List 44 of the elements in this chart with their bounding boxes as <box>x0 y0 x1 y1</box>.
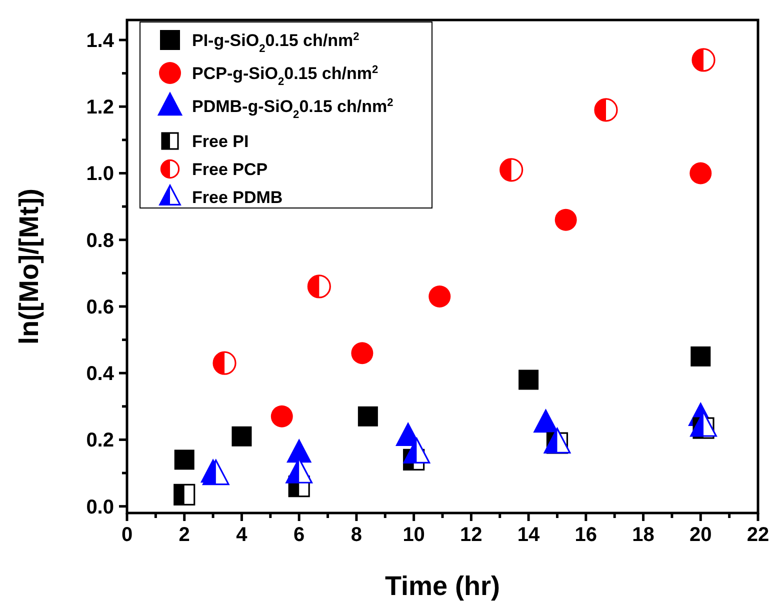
point <box>351 342 374 364</box>
y-tick-label: 1.0 <box>86 163 114 186</box>
x-tick-label: 8 <box>350 524 362 546</box>
y-tick-label: 0.4 <box>86 363 115 386</box>
x-tick-label: 16 <box>574 524 598 546</box>
point <box>358 406 378 426</box>
x-axis-title: Time (hr) <box>384 571 500 601</box>
x-tick-label: 12 <box>460 524 482 546</box>
point <box>307 274 331 298</box>
legend-label: Free PI <box>192 132 249 151</box>
y-tick-label: 1.2 <box>86 96 114 119</box>
point <box>174 450 194 470</box>
x-tick-label: 14 <box>517 524 541 546</box>
x-tick-label: 22 <box>746 524 770 546</box>
legend-label: PI-g-SiO$_{2}$0.15 ch/nm$^{2}$ <box>192 31 360 55</box>
legend-label: Free PCP <box>192 160 268 179</box>
x-tick-label: 4 <box>236 524 248 546</box>
y-tick-label: 0.6 <box>86 296 114 318</box>
x-tick-label: 0 <box>121 524 133 546</box>
y-tick-label: 0.2 <box>86 430 114 452</box>
legend-label: PCP-g-SiO$_{2}$0.15 ch/nm$^{2}$ <box>192 64 378 88</box>
y-tick-label: 1.4 <box>86 30 115 52</box>
y-tick-label: 0.8 <box>86 230 114 252</box>
point <box>174 484 196 506</box>
x-tick-label: 18 <box>632 524 654 546</box>
point <box>518 370 539 390</box>
point <box>270 405 293 428</box>
legend-label: Free PDMB <box>192 188 283 207</box>
point <box>594 98 618 122</box>
point <box>690 162 712 184</box>
point <box>232 426 252 446</box>
point <box>692 48 716 72</box>
point <box>500 158 524 182</box>
point <box>212 351 236 375</box>
y-axis-title: ln([Mo]/[Mt]) <box>14 188 44 344</box>
x-tick-label: 20 <box>690 524 712 546</box>
point <box>554 208 577 231</box>
y-tick-label: 0.0 <box>86 496 114 518</box>
point <box>428 285 451 308</box>
x-tick-label: 6 <box>294 524 305 546</box>
point <box>690 346 711 366</box>
legend-label: PDMB-g-SiO$_{2}$0.15 ch/nm$^{2}$ <box>192 97 394 121</box>
x-tick-label: 10 <box>402 524 425 546</box>
x-tick-label: 2 <box>178 524 190 546</box>
